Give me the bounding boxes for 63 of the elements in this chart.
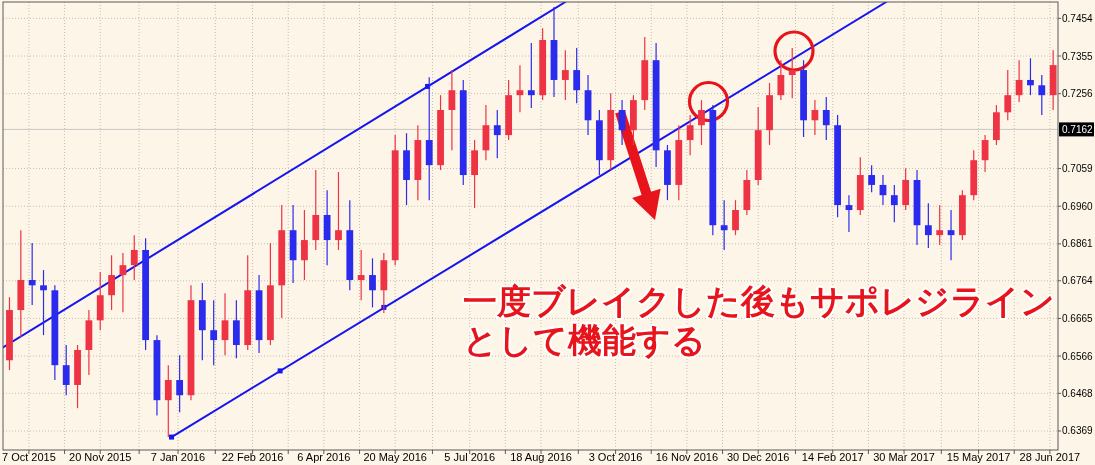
annotation: 一度ブレイクした後もサポレジライン [463,282,1055,320]
y-tick-label: 0.6468 [1062,387,1094,399]
candlestick [788,47,796,99]
point [169,434,175,440]
x-tick-label: 28 Jun 2017 [1019,451,1081,463]
annotation: として機能する [463,321,706,359]
candlestick [210,299,218,366]
x-tick-label: 16 Nov 2016 [655,451,719,463]
candlestick [732,199,739,236]
candlestick [62,344,70,396]
candlestick [40,269,47,336]
y-tick-label: 0.6566 [1062,350,1094,362]
x-tick-label: 14 Feb 2017 [801,451,864,463]
y-tick-label: 0.6960 [1062,200,1094,212]
y-tick-label: 0.7256 [1062,88,1094,100]
candlestick [493,109,501,159]
candlestick [335,171,342,251]
candlestick [868,164,876,193]
candlestick [108,254,115,311]
candlestick [720,199,728,251]
candlestick [1015,59,1023,103]
x-tick-label: 3 Oct 2016 [588,451,643,463]
x-tick-label: 7 Jan 2016 [150,451,206,463]
candlestick [1004,69,1012,121]
x-tick-label: 20 Nov 2015 [69,451,132,463]
candlestick [527,42,535,109]
candlestick [369,257,376,308]
candlestick [301,209,308,281]
x-tick-label: 30 Dec 2016 [727,451,790,463]
candlestick [119,252,127,313]
candlestick [890,184,898,223]
candlestick [822,96,830,141]
x-tick-label: 5 Jul 2016 [444,451,496,463]
y-tick-label: 0.6861 [1062,238,1094,250]
y-tick-label: 0.7454 [1062,12,1094,24]
x-tick-label: 6 Apr 2016 [297,451,351,463]
y-tick-label: 0.7059 [1062,163,1094,175]
candlestick [357,249,365,301]
candlestick [448,69,456,151]
candlestick [1038,74,1046,116]
candlestick [698,99,705,146]
y-tick-label: 0.7355 [1062,50,1094,62]
x-tick-label: 30 Mar 2017 [873,451,935,463]
x-tick-label: 15 May 2017 [946,451,1011,463]
y-tick-label: 0.6369 [1062,425,1094,437]
candlestick [130,234,138,281]
x-tick-label: 22 Feb 2016 [221,451,284,463]
x-tick-label: 20 May 2016 [363,451,427,463]
candlestick [936,204,944,246]
candlestick [924,202,932,249]
x-tick-label: 18 Aug 2016 [510,451,572,463]
candlestick [686,114,694,156]
x-tick-label: 7 Oct 2015 [2,451,56,463]
candlestick [561,49,569,101]
candlestick [176,354,184,413]
candlestick [777,59,785,101]
ref-line-label: 0.7162 [1062,123,1094,135]
candlestick [1027,57,1034,96]
candlestick [573,47,581,104]
y-tick-label: 0.6764 [1062,275,1094,287]
y-tick-label: 0.6665 [1062,312,1094,324]
point [277,368,283,374]
candlestick [28,242,36,306]
